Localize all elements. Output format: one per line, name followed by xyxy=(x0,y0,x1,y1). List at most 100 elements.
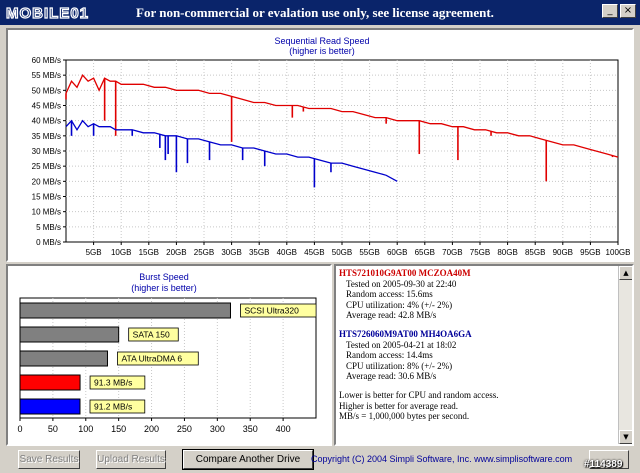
x-tick-label: 75GB xyxy=(470,248,490,257)
bar-label-box xyxy=(128,327,179,342)
series-line-1 xyxy=(65,74,619,158)
note-higher-better: Higher is better for average read. xyxy=(339,400,458,411)
bar-label-box xyxy=(117,351,199,366)
y-tick-label: 50 MB/s xyxy=(32,86,61,95)
x-tick-label: 10GB xyxy=(111,248,131,257)
note-mbs-definition: MB/s = 1,000,000 bytes per second. xyxy=(339,411,470,422)
drive2-name: HTS726060M9AT00 MH4OA6GA xyxy=(339,328,472,339)
x-tick-label: 200 xyxy=(144,424,159,434)
drive2-tested: Tested on 2005-04-21 at 18:02 xyxy=(346,339,457,350)
bar-label-box xyxy=(89,375,146,390)
x-tick-label: 250 xyxy=(177,424,192,434)
mobile01-logo: MOBILE01 xyxy=(4,3,124,22)
drive2-avg-read: Average read: 30.6 MB/s xyxy=(346,371,437,382)
bar-label-box xyxy=(89,399,146,414)
chart-bars: SCSI Ultra320 SATA 150 ATA UltraDMA 6 91.3 … xyxy=(19,302,317,415)
chart-title: Burst Speed xyxy=(139,272,189,282)
x-tick-label: 90GB xyxy=(553,248,573,257)
bar xyxy=(19,398,81,415)
x-tick-label: 55GB xyxy=(359,248,379,257)
help-button[interactable] xyxy=(589,450,629,469)
x-tick-label: 85GB xyxy=(525,248,545,257)
sequential-read-chart: Sequential Read Speed (higher is better)… xyxy=(32,36,631,257)
bar-label: SATA 150 xyxy=(133,330,170,340)
burst-speed-panel: Burst Speed (higher is better) SCSI Ultr… xyxy=(6,264,332,446)
y-tick-label: 40 MB/s xyxy=(32,117,61,126)
x-tick-label: 15GB xyxy=(139,248,159,257)
title-bar[interactable]: MOBILE01 For non-commercial or evalation… xyxy=(0,0,640,25)
x-tick-label: 70GB xyxy=(442,248,462,257)
upload-results-button[interactable]: Upload Results xyxy=(96,450,166,469)
x-tick-label: 150 xyxy=(111,424,126,434)
x-tick-label: 80GB xyxy=(497,248,517,257)
y-tick-label: 55 MB/s xyxy=(32,71,61,80)
chart-grid xyxy=(65,59,619,243)
drive1-cpu: CPU utilization: 4% (+/- 2%) xyxy=(346,299,453,310)
x-tick-label: 45GB xyxy=(304,248,324,257)
sequential-read-panel: Sequential Read Speed (higher is better)… xyxy=(6,28,634,262)
y-tick-label: 15 MB/s xyxy=(32,193,61,202)
chart-subtitle: (higher is better) xyxy=(131,283,197,293)
window-title: For non-commercial or evalation use only… xyxy=(136,5,494,20)
bar-label: ATA UltraDMA 6 xyxy=(121,354,182,364)
y-tick-label: 20 MB/s xyxy=(32,177,61,186)
x-tick-label: 100GB xyxy=(606,248,631,257)
x-tick-label: 65GB xyxy=(415,248,435,257)
watermark-text: #114389 xyxy=(584,459,623,470)
bar-label: 91.3 MB/s xyxy=(94,378,132,388)
close-icon[interactable]: × xyxy=(620,4,636,18)
drive1-random-access: Random access: 15.6ms xyxy=(346,289,433,300)
chart-subtitle: (higher is better) xyxy=(289,46,355,56)
drive1-tested: Tested on 2005-09-30 at 22:40 xyxy=(346,278,457,289)
x-tick-label: 5GB xyxy=(86,248,102,257)
y-tick-label: 30 MB/s xyxy=(32,147,61,156)
x-tick-label: 30GB xyxy=(221,248,241,257)
x-axis-ticks: 5GB 10GB 15GB 20GB 25GB 30GB 35GB 40GB 45GB 50GB 5… xyxy=(86,242,631,257)
chart-series xyxy=(65,74,619,188)
drive1-name: HTS721010G9AT00 MCZOA40M xyxy=(339,268,471,278)
bar xyxy=(19,326,120,343)
x-tick-label: 60GB xyxy=(387,248,407,257)
window-controls: _ × xyxy=(602,4,636,21)
bar xyxy=(19,374,81,391)
scroll-up-icon[interactable]: ▲ xyxy=(619,266,632,280)
copyright-text: Copyright (C) 2004 Simpli Software, Inc.… xyxy=(311,454,573,464)
y-tick-label: 0 MB/s xyxy=(36,238,61,247)
info-scrollbar[interactable]: ▲ ▼ xyxy=(618,266,632,444)
x-tick-label: 35GB xyxy=(249,248,269,257)
x-tick-label: 350 xyxy=(243,424,258,434)
bar xyxy=(19,302,231,319)
y-tick-label: 45 MB/s xyxy=(32,102,61,111)
series-line-2 xyxy=(65,119,398,182)
y-tick-label: 25 MB/s xyxy=(32,162,61,171)
logo-text: MOBILE01 xyxy=(6,5,89,22)
bar-label: 91.2 MB/s xyxy=(94,402,132,412)
x-tick-label: 100 xyxy=(78,424,93,434)
bar-label-box xyxy=(240,303,317,318)
x-tick-label: 40GB xyxy=(277,248,297,257)
bar-label: SCSI Ultra320 xyxy=(244,306,299,316)
x-tick-label: 50GB xyxy=(332,248,352,257)
scroll-down-icon[interactable]: ▼ xyxy=(619,430,632,444)
y-axis-ticks: 0 MB/s 5 MB/s 10 MB/s 15 MB/s 20 MB/s 25 MB/s… xyxy=(32,56,66,247)
drive2-random-access: Random access: 14.4ms xyxy=(346,350,433,361)
x-tick-label: 400 xyxy=(276,424,291,434)
y-tick-label: 60 MB/s xyxy=(32,56,61,65)
x-tick-label: 50 xyxy=(48,424,58,434)
bar xyxy=(19,350,108,367)
minimize-icon[interactable]: _ xyxy=(602,4,618,18)
drive-info-text: HTS721010G9AT00 MCZOA40M Tested on 2005-… xyxy=(339,268,619,422)
x-tick-label: 25GB xyxy=(194,248,214,257)
chart-title: Sequential Read Speed xyxy=(274,36,369,46)
burst-speed-chart: Burst Speed (higher is better) SCSI Ultr… xyxy=(17,272,317,434)
y-tick-label: 10 MB/s xyxy=(32,208,61,217)
save-results-button[interactable]: Save Results xyxy=(18,450,80,469)
y-tick-label: 35 MB/s xyxy=(32,132,61,141)
drive2-cpu: CPU utilization: 8% (+/- 2%) xyxy=(346,360,453,371)
x-tick-label: 300 xyxy=(210,424,225,434)
x-tick-label: 0 xyxy=(17,424,22,434)
x-axis-ticks: 0 50 100 150 200 250 300 350 400 xyxy=(17,418,291,434)
compare-another-drive-button[interactable]: Compare Another Drive xyxy=(182,449,314,470)
y-tick-label: 5 MB/s xyxy=(36,223,61,232)
note-lower-better: Lower is better for CPU and random acces… xyxy=(339,389,499,400)
